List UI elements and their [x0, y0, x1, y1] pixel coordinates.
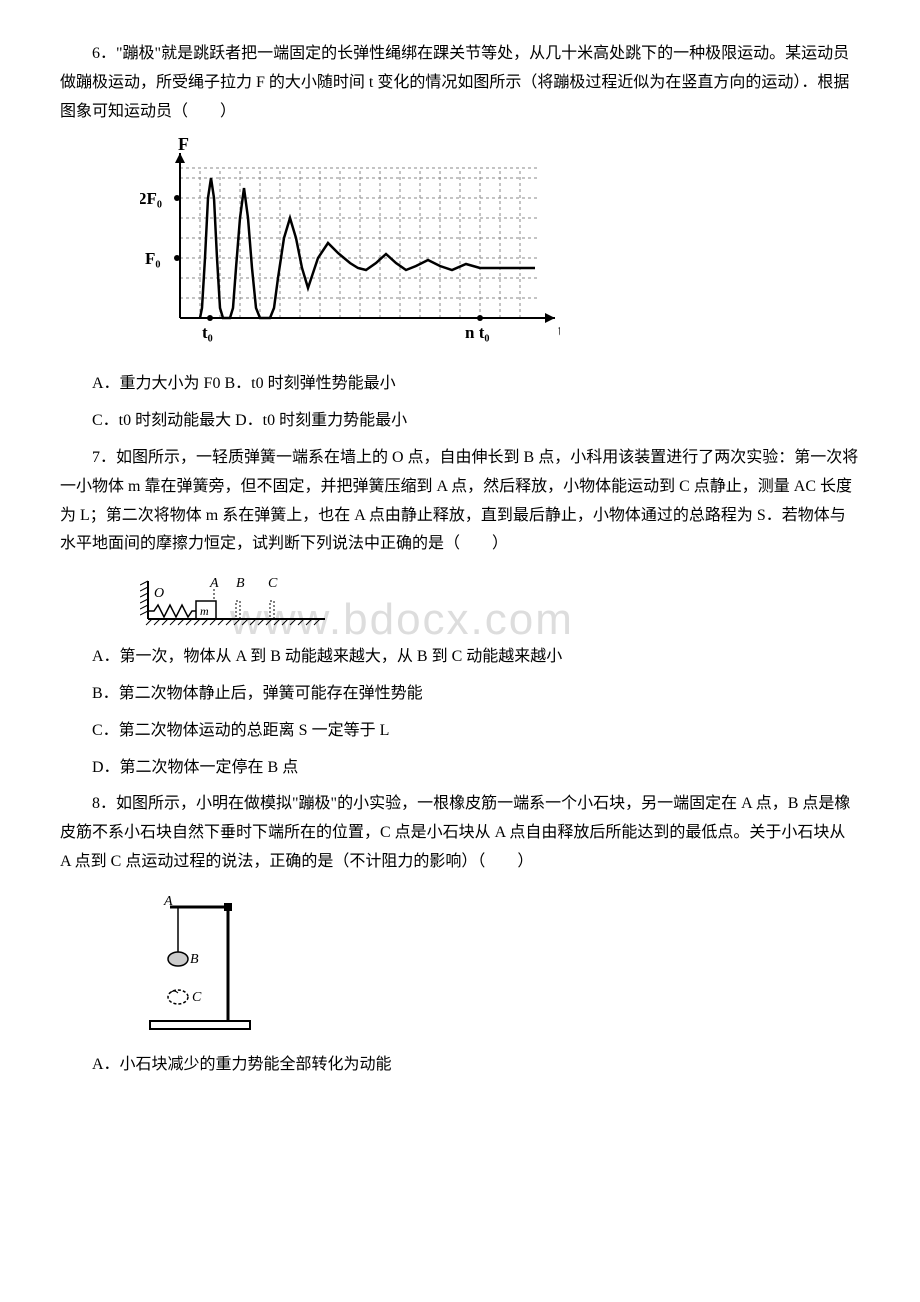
q6-option-cd: C．t0 时刻动能最大 D．t0 时刻重力势能最小 — [60, 407, 860, 436]
q7-diagram-svg: m O A B C — [140, 571, 340, 631]
q8-figure: A B C — [140, 889, 860, 1039]
q7-label-a: A — [209, 576, 219, 591]
q6-option-ab: A．重力大小为 F0 B．t0 时刻弹性势能最小 — [60, 370, 860, 399]
y-tick-f0: F₀ — [145, 249, 160, 268]
q8-diagram-svg: A B C — [140, 889, 260, 1039]
q7-label-m: m — [200, 604, 209, 618]
x-tick-nt0: n t₀ — [465, 323, 489, 342]
q8-label-c: C — [192, 990, 202, 1005]
x-axis-label: t — [558, 320, 560, 340]
q6-figure: F t F₀ 2F₀ t₀ n t₀ — [140, 138, 860, 358]
q7-option-a: A．第一次，物体从 A 到 B 动能越来越大，从 B 到 C 动能越来越小 — [60, 643, 860, 672]
y-tick-2f0: 2F₀ — [140, 189, 162, 208]
q6-text: 6．"蹦极"就是跳跃者把一端固定的长弹性绳绑在踝关节等处，从几十米高处跳下的一种… — [60, 40, 860, 126]
q7-text: 7．如图所示，一轻质弹簧一端系在墙上的 O 点，自由伸长到 B 点，小科用该装置… — [60, 444, 860, 559]
q7-figure: m O A B C — [140, 571, 860, 631]
q8-label-a: A — [163, 894, 173, 909]
q8-text: 8．如图所示，小明在做模拟"蹦极"的小实验，一根橡皮筋一端系一个小石块，另一端固… — [60, 790, 860, 876]
q7-label-b: B — [236, 576, 245, 591]
q7-option-b: B．第二次物体静止后，弹簧可能存在弹性势能 — [60, 680, 860, 709]
q8-label-b: B — [190, 952, 199, 967]
q7-label-c: C — [268, 576, 278, 591]
x-tick-t0: t₀ — [202, 323, 213, 342]
content-wrapper: 6．"蹦极"就是跳跃者把一端固定的长弹性绳绑在踝关节等处，从几十米高处跳下的一种… — [60, 40, 860, 1080]
q7-option-d: D．第二次物体一定停在 B 点 — [60, 754, 860, 783]
q8-option-a: A．小石块减少的重力势能全部转化为动能 — [60, 1051, 860, 1080]
q7-option-c: C．第二次物体运动的总距离 S 一定等于 L — [60, 717, 860, 746]
y-axis-label: F — [178, 138, 189, 154]
q6-chart-svg: F t F₀ 2F₀ t₀ n t₀ — [140, 138, 560, 358]
q7-label-o: O — [154, 586, 164, 601]
